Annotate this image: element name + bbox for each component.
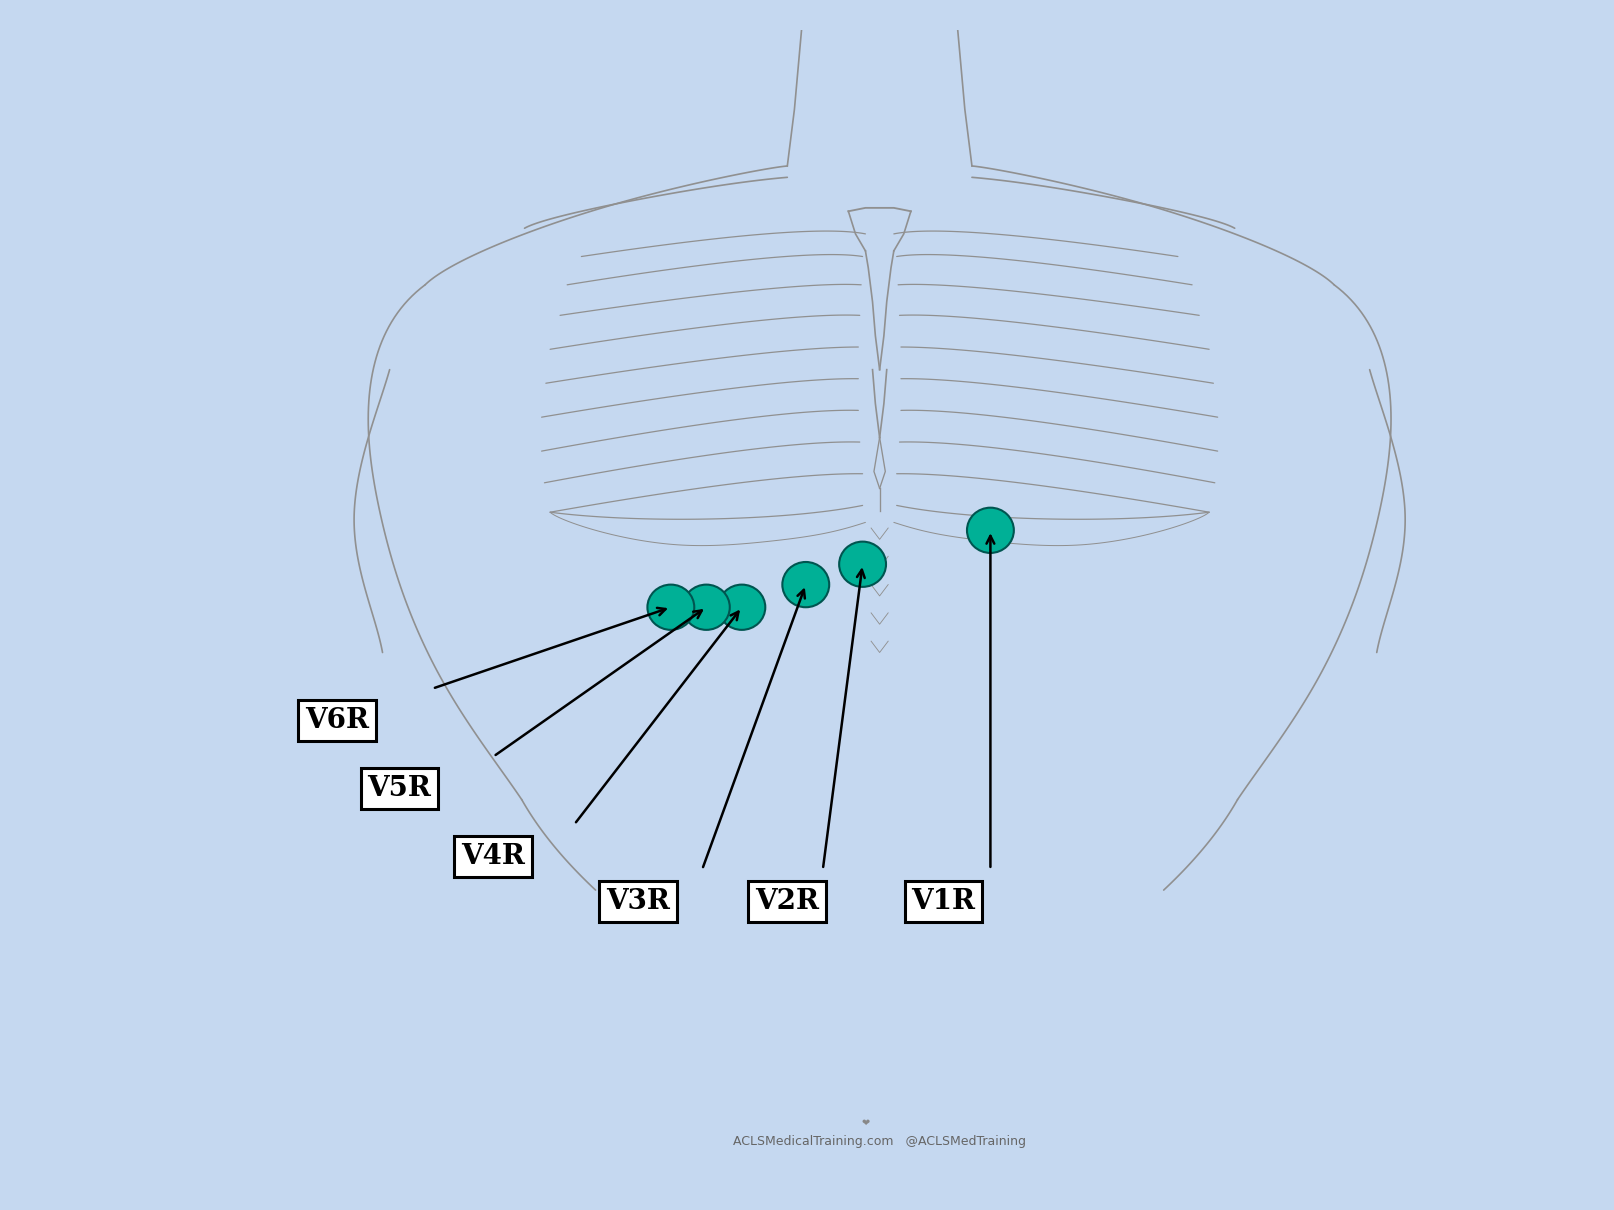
Ellipse shape	[683, 584, 730, 630]
Text: V3R: V3R	[607, 888, 670, 915]
Text: V2R: V2R	[755, 888, 820, 915]
Text: ❤: ❤	[862, 1118, 870, 1128]
Ellipse shape	[647, 584, 694, 630]
Ellipse shape	[967, 508, 1014, 553]
Ellipse shape	[783, 561, 830, 607]
Text: ACLSMedicalTraining.com   @ACLSMedTraining: ACLSMedicalTraining.com @ACLSMedTraining	[733, 1135, 1027, 1148]
Text: V6R: V6R	[305, 707, 370, 734]
Text: V4R: V4R	[462, 842, 525, 870]
Ellipse shape	[839, 542, 886, 587]
Text: V5R: V5R	[368, 774, 431, 802]
Text: V1R: V1R	[912, 888, 975, 915]
Ellipse shape	[718, 584, 765, 630]
